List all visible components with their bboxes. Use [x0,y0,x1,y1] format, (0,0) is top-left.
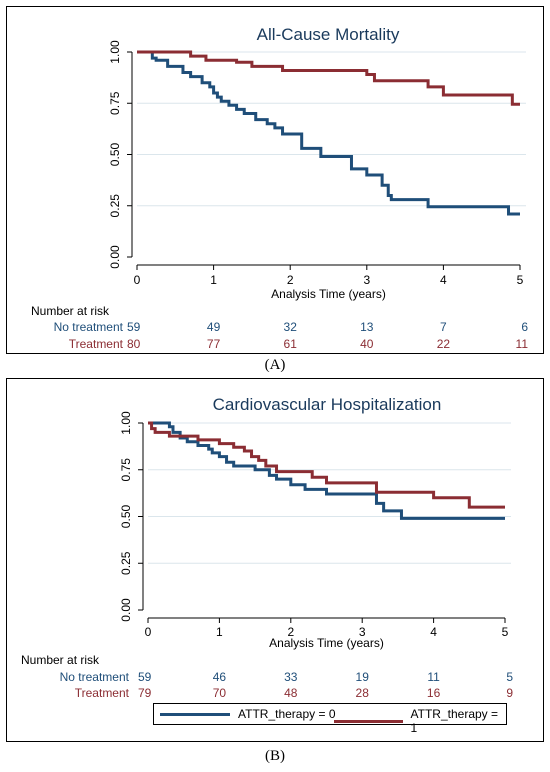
risk-value: 79 [138,686,152,700]
panel-b-cardiovascular-hospitalization: Cardiovascular Hospitalization 0.00 0.25 0.… [6,378,544,742]
risk-row-label-0: No treatment [54,320,124,334]
risk-table-header: Number at risk [21,653,100,667]
x-tick-label: 2 [287,625,294,639]
x-tick-label: 4 [440,273,447,287]
y-tick-label: 0.75 [119,458,133,482]
risk-value: 5 [506,670,513,684]
risk-value: 28 [356,686,370,700]
panel-a-all-cause-mortality: All-Cause Mortality 0.00 0.25 0.50 0.75 1.00 0… [6,6,544,354]
y-tick-label: 0.00 [108,245,122,269]
risk-value: 59 [138,670,152,684]
chart-title: Cardiovascular Hospitalization [213,395,442,414]
km-curve-series-0 [148,421,505,520]
risk-value: 33 [284,670,298,684]
x-tick-label: 1 [216,625,223,639]
x-tick-label: 1 [210,273,217,287]
risk-value: 80 [127,337,141,351]
x-tick-label: 0 [134,273,141,287]
km-plot-b: Cardiovascular Hospitalization 0.00 0.25 0.… [21,395,513,700]
x-tick-label: 4 [430,625,437,639]
risk-table-header: Number at risk [31,304,110,318]
x-tick-label: 5 [517,273,524,287]
y-tick-label: 0.00 [119,598,133,622]
legend-swatch-0 [160,712,230,716]
risk-value: 40 [360,337,374,351]
risk-value: 9 [506,686,513,700]
risk-value: 11 [427,670,440,684]
km-plot-a: All-Cause Mortality 0.00 0.25 0.50 0.75 1.00 0… [31,25,529,351]
x-tick-label: 5 [502,625,509,639]
km-curve-series-1 [148,421,505,509]
risk-value: 11 [516,337,529,351]
chart-title: All-Cause Mortality [257,25,400,44]
risk-value: 77 [207,337,221,351]
x-axis-label: Analysis Time (years) [271,287,386,301]
y-tick-label: 0.50 [108,142,122,166]
x-tick-label: 3 [363,273,370,287]
risk-value: 6 [521,320,528,334]
y-tick-label: 0.25 [119,551,133,575]
risk-row-label-0: No treatment [60,670,130,684]
legend: ATTR_therapy = 0 ATTR_therapy = 1 [153,703,507,735]
y-tick-label: 0.50 [119,504,133,528]
risk-value: 19 [356,670,370,684]
x-tick-label: 3 [359,625,366,639]
km-curve-series-1 [137,50,520,106]
y-tick-label: 0.75 [108,91,122,115]
x-tick-label: 2 [287,273,294,287]
caption-b: (B) [265,748,285,764]
risk-value: 32 [284,320,298,334]
y-tick-label: 1.00 [108,40,122,64]
risk-value: 22 [437,337,451,351]
legend-item-1: ATTR_therapy = 1 [334,707,506,735]
risk-value: 48 [284,686,298,700]
y-tick-label: 1.00 [119,411,133,435]
risk-value: 49 [207,320,221,334]
x-axis-label: Analysis Time (years) [269,636,384,650]
risk-value: 16 [427,686,441,700]
x-tick-label: 0 [145,625,152,639]
risk-row-label-1: Treatment [75,686,130,700]
legend-swatch-1 [334,719,403,723]
legend-label-1: ATTR_therapy = 1 [410,707,499,735]
legend-label-0: ATTR_therapy = 0 [238,707,336,721]
risk-value: 46 [213,670,227,684]
risk-value: 59 [127,320,141,334]
km-curve-series-0 [137,50,520,216]
risk-value: 61 [284,337,298,351]
risk-value: 13 [360,320,374,334]
risk-value: 70 [213,686,227,700]
risk-row-label-1: Treatment [69,337,124,351]
caption-a: (A) [264,357,286,373]
risk-value: 7 [440,320,447,334]
y-tick-label: 0.25 [108,194,122,218]
legend-item-0: ATTR_therapy = 0 [160,707,336,721]
